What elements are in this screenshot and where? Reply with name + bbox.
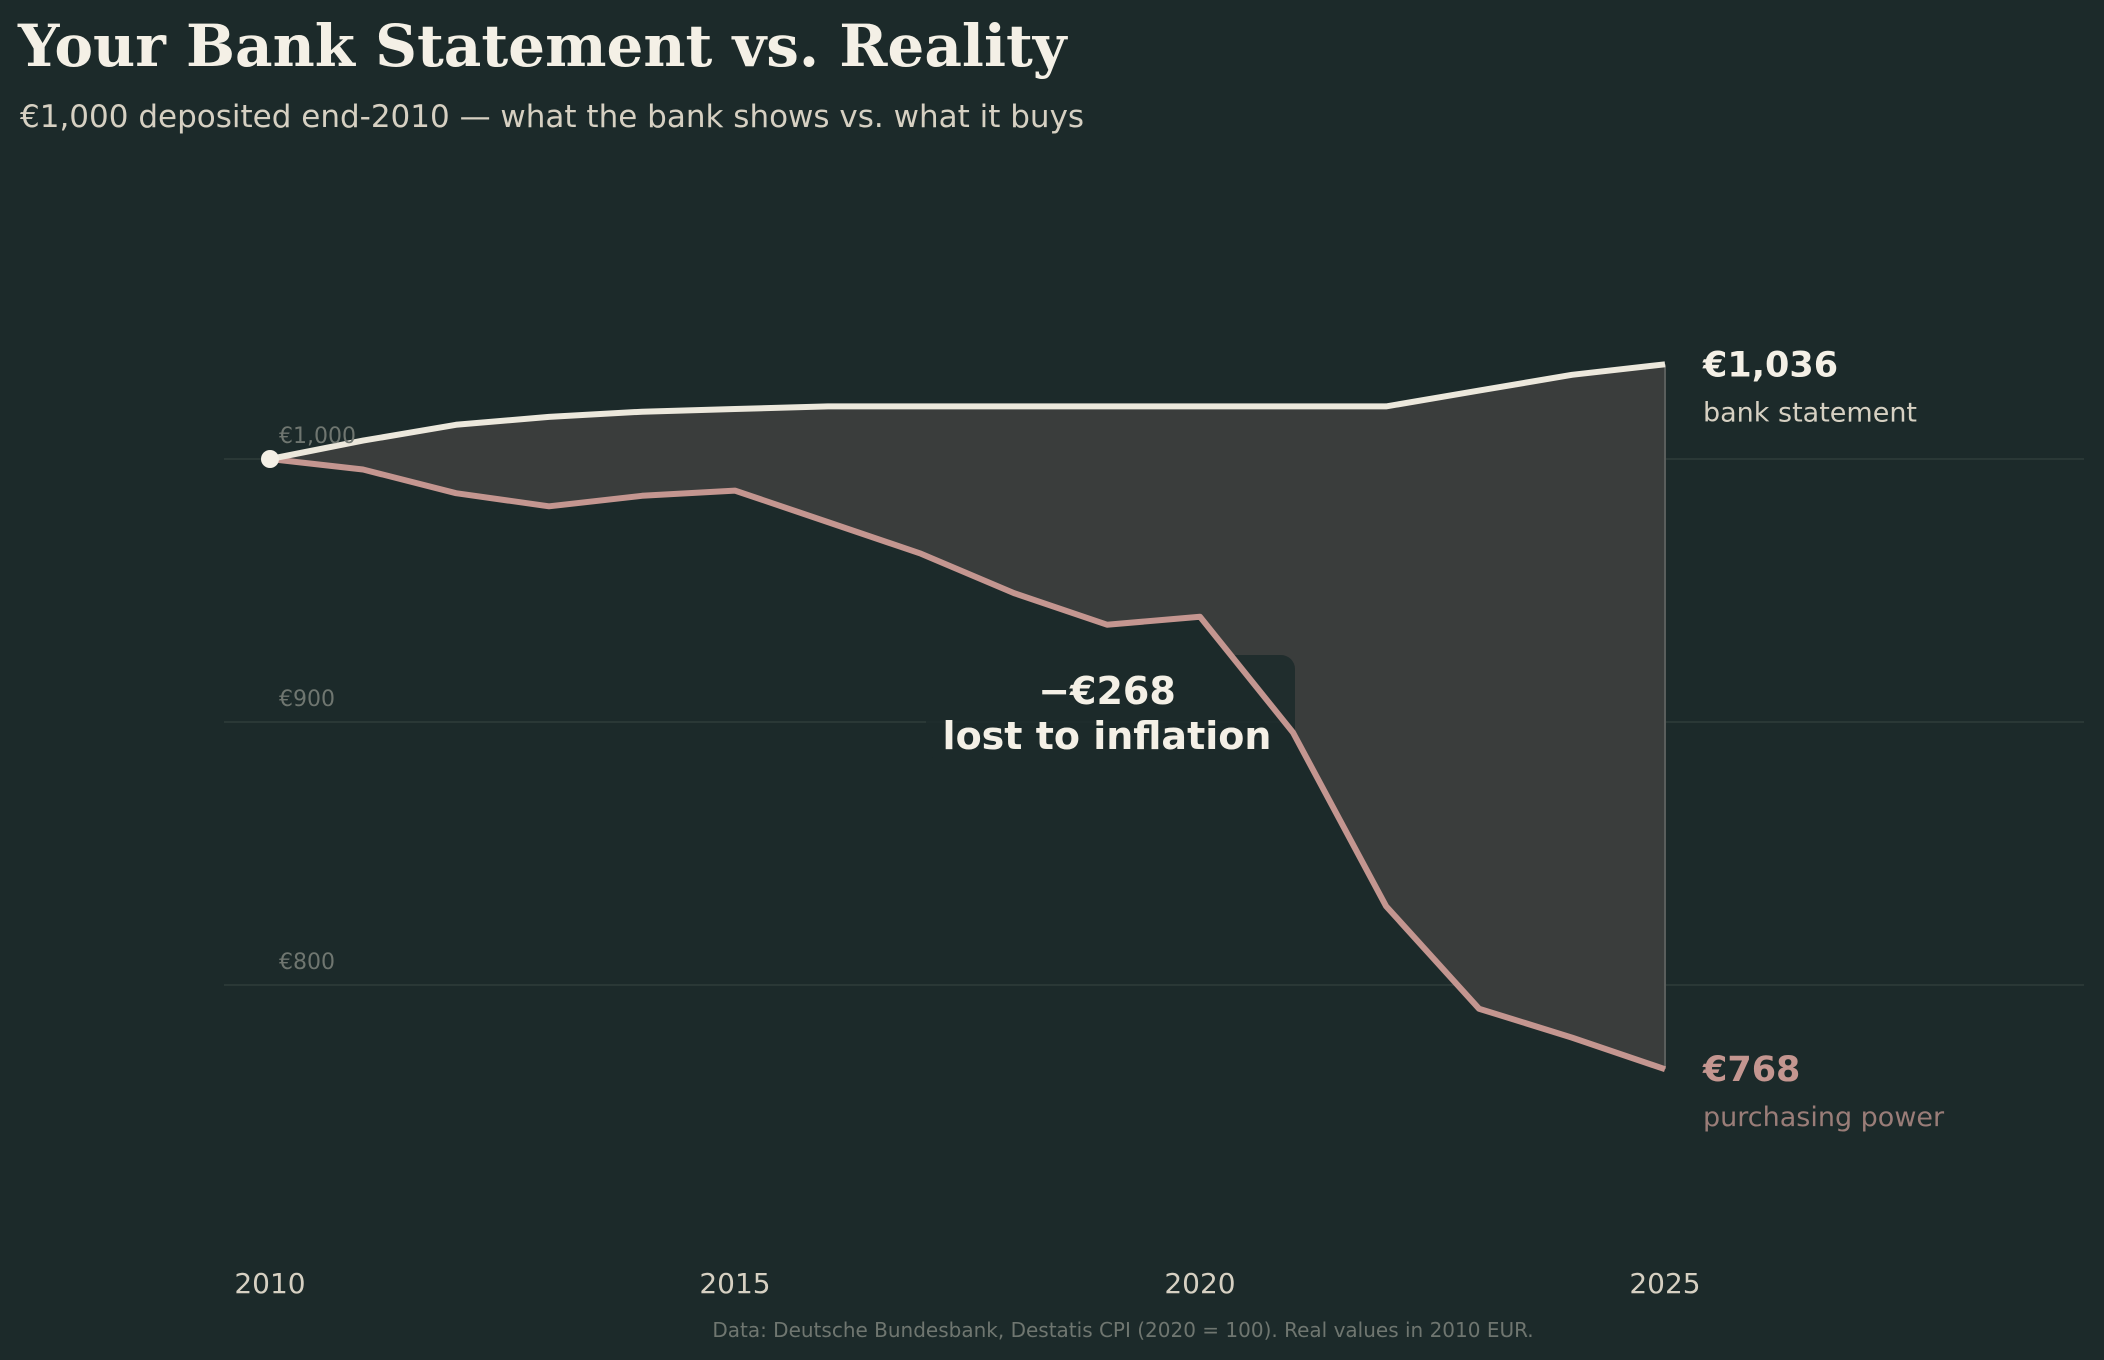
start-point <box>261 450 279 468</box>
y-tick-label: €800 <box>279 950 335 975</box>
chart-title: Your Bank Statement vs. Reality <box>17 12 1069 80</box>
end-value-bank: €1,036 <box>1702 345 1838 385</box>
end-label-real: purchasing power <box>1703 1102 1945 1133</box>
x-tick-label: 2015 <box>699 1267 770 1300</box>
inflation-gap-area <box>270 364 1665 1070</box>
annotation-box <box>926 655 1295 760</box>
y-tick-label: €1,000 <box>279 424 356 449</box>
x-tick-label: 2025 <box>1629 1267 1700 1300</box>
x-tick-label: 2020 <box>1164 1267 1235 1300</box>
end-value-real: €768 <box>1702 1050 1800 1090</box>
y-tick-label: €900 <box>279 687 335 712</box>
annotation-amount: −€268 <box>1038 669 1176 713</box>
end-label-bank: bank statement <box>1703 397 1917 428</box>
x-tick-label: 2010 <box>234 1267 305 1300</box>
chart-subtitle: €1,000 deposited end-2010 — what the ban… <box>20 99 1084 135</box>
series-line-purchasing-power <box>269 456 1666 1073</box>
series-line-bank-statement <box>269 361 1666 462</box>
source-note: Data: Deutsche Bundesbank, Destatis CPI … <box>712 1318 1533 1342</box>
annotation-text: lost to inflation <box>943 714 1272 758</box>
